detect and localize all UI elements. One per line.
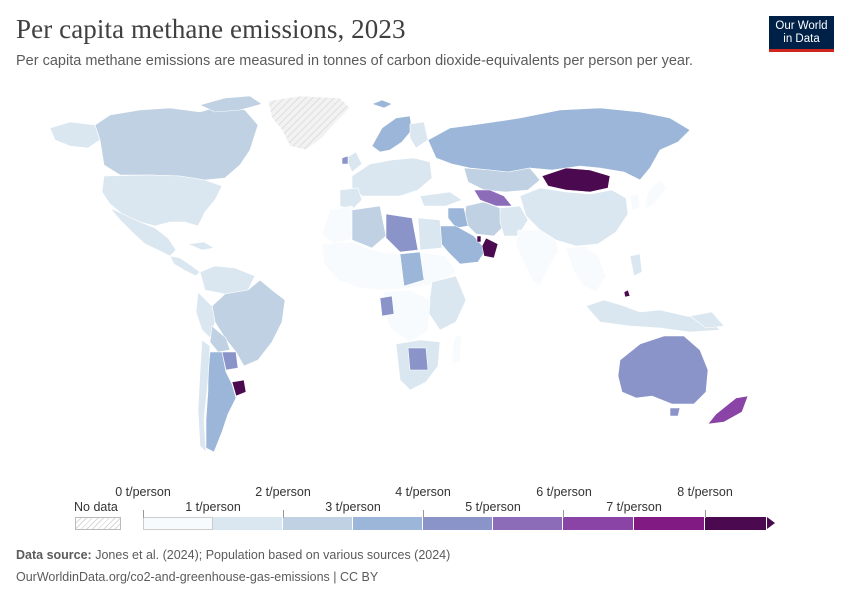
legend-no-data-label: No data: [74, 500, 118, 514]
tick-label-5: 5 t/person: [465, 500, 521, 514]
libya[interactable]: [385, 213, 419, 253]
iceland[interactable]: [371, 99, 393, 109]
logo-line-1: Our World: [775, 20, 828, 32]
brazil[interactable]: [211, 279, 286, 367]
legend-bin-4-5: [423, 517, 493, 530]
tick-label-2: 2 t/person: [255, 485, 311, 499]
legend-arrow-icon: [767, 517, 775, 529]
chile[interactable]: [197, 339, 211, 453]
korea[interactable]: [629, 193, 641, 211]
egypt[interactable]: [417, 217, 443, 251]
algeria[interactable]: [351, 205, 387, 249]
finland[interactable]: [409, 121, 429, 149]
data-source: Data source: Jones et al. (2024); Popula…: [16, 548, 450, 562]
legend-bin-6-7: [563, 517, 634, 530]
chart-subtitle: Per capita methane emissions are measure…: [16, 53, 694, 69]
legend-bin-2-3: [283, 517, 353, 530]
mongolia[interactable]: [541, 167, 611, 193]
kazakhstan[interactable]: [463, 167, 541, 193]
qatar[interactable]: [476, 235, 482, 243]
turkey[interactable]: [419, 191, 463, 207]
cuba[interactable]: [186, 241, 215, 251]
bolivia[interactable]: [209, 325, 231, 353]
gabon-congo[interactable]: [379, 295, 395, 317]
arctic-islands[interactable]: [199, 95, 263, 113]
sudan-chad[interactable]: [399, 251, 425, 287]
legend-bin-0-1: [143, 517, 213, 530]
iran[interactable]: [463, 201, 505, 237]
oman[interactable]: [481, 237, 499, 259]
tick-mark-0: [143, 510, 144, 518]
madagascar[interactable]: [451, 333, 463, 365]
tick-label-3: 3 t/person: [325, 500, 381, 514]
tick-label-4: 4 t/person: [395, 485, 451, 499]
legend-bin-7-8: [634, 517, 705, 530]
iraq[interactable]: [447, 207, 469, 229]
united-states[interactable]: [101, 174, 223, 227]
world-map: [49, 95, 749, 453]
new-zealand[interactable]: [707, 395, 749, 425]
india[interactable]: [515, 229, 559, 287]
uruguay[interactable]: [231, 379, 247, 397]
legend-bin-8-plus: [705, 517, 767, 530]
iberia[interactable]: [339, 187, 363, 211]
peru[interactable]: [195, 291, 216, 339]
argentina[interactable]: [205, 351, 237, 453]
tick-mark-8: [705, 510, 706, 518]
footer-link[interactable]: OurWorldinData.org/co2-and-greenhouse-ga…: [16, 570, 379, 584]
tick-label-6: 6 t/person: [536, 485, 592, 499]
uk-ireland[interactable]: [345, 151, 363, 173]
western-europe[interactable]: [351, 157, 433, 197]
turkmenistan[interactable]: [473, 189, 513, 207]
australia[interactable]: [617, 335, 709, 405]
data-source-label: Data source:: [16, 548, 92, 562]
legend-bin-1-2: [213, 517, 283, 530]
tick-mark-2: [283, 510, 284, 518]
legend: No data 0 t/person 2 t/person 4 t/person…: [0, 480, 850, 540]
colombia-venezuela[interactable]: [199, 265, 256, 295]
owid-logo[interactable]: Our World in Data: [769, 16, 834, 52]
greenland[interactable]: [267, 95, 351, 151]
legend-bin-3-4: [353, 517, 423, 530]
ireland[interactable]: [341, 155, 349, 165]
tick-label-0: 0 t/person: [115, 485, 171, 499]
tasmania[interactable]: [669, 407, 681, 417]
canada[interactable]: [94, 105, 259, 181]
east-africa[interactable]: [427, 275, 467, 331]
tick-mark-6: [563, 510, 564, 518]
philippines[interactable]: [629, 253, 643, 277]
legend-no-data-swatch: [75, 517, 121, 530]
north-africa-west[interactable]: [321, 205, 361, 245]
central-america[interactable]: [169, 255, 201, 277]
alaska[interactable]: [49, 121, 101, 149]
southeast-asia[interactable]: [565, 245, 607, 293]
botswana[interactable]: [407, 347, 429, 371]
tick-label-8: 8 t/person: [677, 485, 733, 499]
tick-label-7: 7 t/person: [606, 500, 662, 514]
papua-new-guinea[interactable]: [689, 311, 725, 329]
chart-title: Per capita methane emissions, 2023: [16, 14, 406, 44]
tick-mark-4: [423, 510, 424, 518]
logo-line-2: in Data: [783, 33, 820, 45]
data-source-text[interactable]: Jones et al. (2024); Population based on…: [95, 548, 451, 562]
legend-bin-5-6: [493, 517, 563, 530]
japan[interactable]: [643, 179, 667, 211]
tick-label-1: 1 t/person: [185, 500, 241, 514]
brunei[interactable]: [623, 289, 631, 298]
norway-sweden[interactable]: [371, 115, 413, 153]
